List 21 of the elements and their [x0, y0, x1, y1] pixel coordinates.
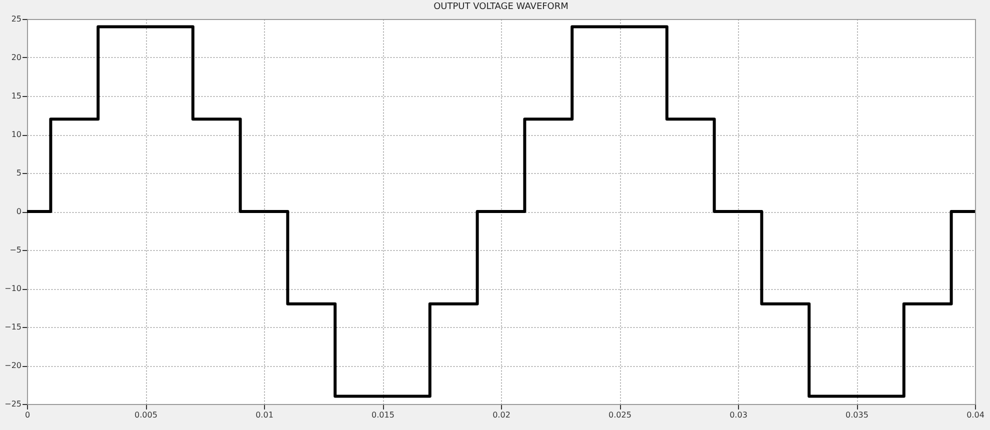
- x-tick-label: 0.015: [372, 410, 394, 420]
- x-tick-label: 0.035: [846, 410, 868, 420]
- y-tick-label: 10: [11, 130, 22, 139]
- chart-title: OUTPUT VOLTAGE WAVEFORM: [434, 2, 568, 12]
- x-tick-label: 0.02: [492, 410, 510, 420]
- x-tick-label: 0.04: [966, 410, 984, 420]
- y-tick-label: −10: [4, 284, 22, 293]
- y-tick-label: 25: [11, 14, 22, 24]
- x-tick-label: 0.005: [134, 410, 158, 420]
- y-tick-label: −25: [4, 400, 22, 408]
- y-tick-label: 0: [16, 207, 22, 216]
- x-tick-label: 0.025: [608, 410, 632, 420]
- y-tick-label: −20: [4, 361, 22, 370]
- y-tick-label: 5: [16, 168, 22, 178]
- y-tick-label: 20: [11, 53, 22, 62]
- x-tick-label: 0.01: [256, 410, 274, 420]
- y-tick-label: −15: [4, 322, 22, 332]
- y-tick-label: 15: [11, 92, 22, 100]
- y-tick-label: −5: [10, 246, 22, 254]
- x-tick-label: 0.03: [730, 410, 748, 420]
- x-tick-label: 0: [24, 410, 30, 420]
